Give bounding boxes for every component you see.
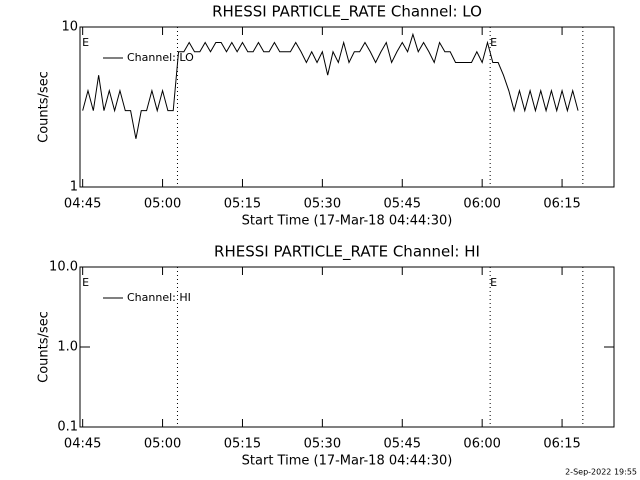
x-tick-label: 05:15 <box>224 437 261 452</box>
x-tick-label: 05:00 <box>144 197 181 212</box>
chart-title: RHESSI PARTICLE_RATE Channel: LO <box>212 3 482 22</box>
x-tick-label: 04:45 <box>64 197 101 212</box>
y-axis-label: Counts/sec <box>37 71 52 143</box>
plot-frame <box>79 26 615 188</box>
x-tick-label: 06:00 <box>463 197 500 212</box>
x-tick-label: 05:45 <box>384 197 421 212</box>
y-tick-label: 0.1 <box>57 420 78 435</box>
x-tick-label: 06:15 <box>543 197 580 212</box>
y-tick-label: 10 <box>61 20 78 35</box>
x-tick-label: 05:00 <box>144 437 181 452</box>
x-axis-label: Start Time (17-Mar-18 04:44:30) <box>242 214 453 229</box>
x-tick-label: 06:15 <box>543 437 580 452</box>
data-line <box>82 32 579 139</box>
flag-label: E <box>82 36 89 49</box>
x-tick-label: 04:45 <box>64 437 101 452</box>
legend-label: Channel: LO <box>127 51 194 64</box>
x-tick-label: 05:45 <box>384 437 421 452</box>
x-tick-label: 05:30 <box>304 437 341 452</box>
flag-label: E <box>490 36 497 49</box>
legend-label: Channel: HI <box>127 291 191 304</box>
x-tick-label: 05:15 <box>224 197 261 212</box>
flag-label: E <box>490 276 497 289</box>
x-tick-label: 05:30 <box>304 197 341 212</box>
y-axis-label: Counts/sec <box>37 311 52 383</box>
flag-label: E <box>82 276 89 289</box>
y-tick-label: 10.0 <box>49 260 78 275</box>
footer: 2-Sep-2022 19:55 <box>565 468 637 477</box>
x-axis-label: Start Time (17-Mar-18 04:44:30) <box>242 454 453 469</box>
chart-title: RHESSI PARTICLE_RATE Channel: HI <box>214 243 480 262</box>
x-tick-label: 06:00 <box>463 437 500 452</box>
y-tick-label: 1 <box>70 180 78 195</box>
y-tick-label: 1.0 <box>57 340 78 355</box>
